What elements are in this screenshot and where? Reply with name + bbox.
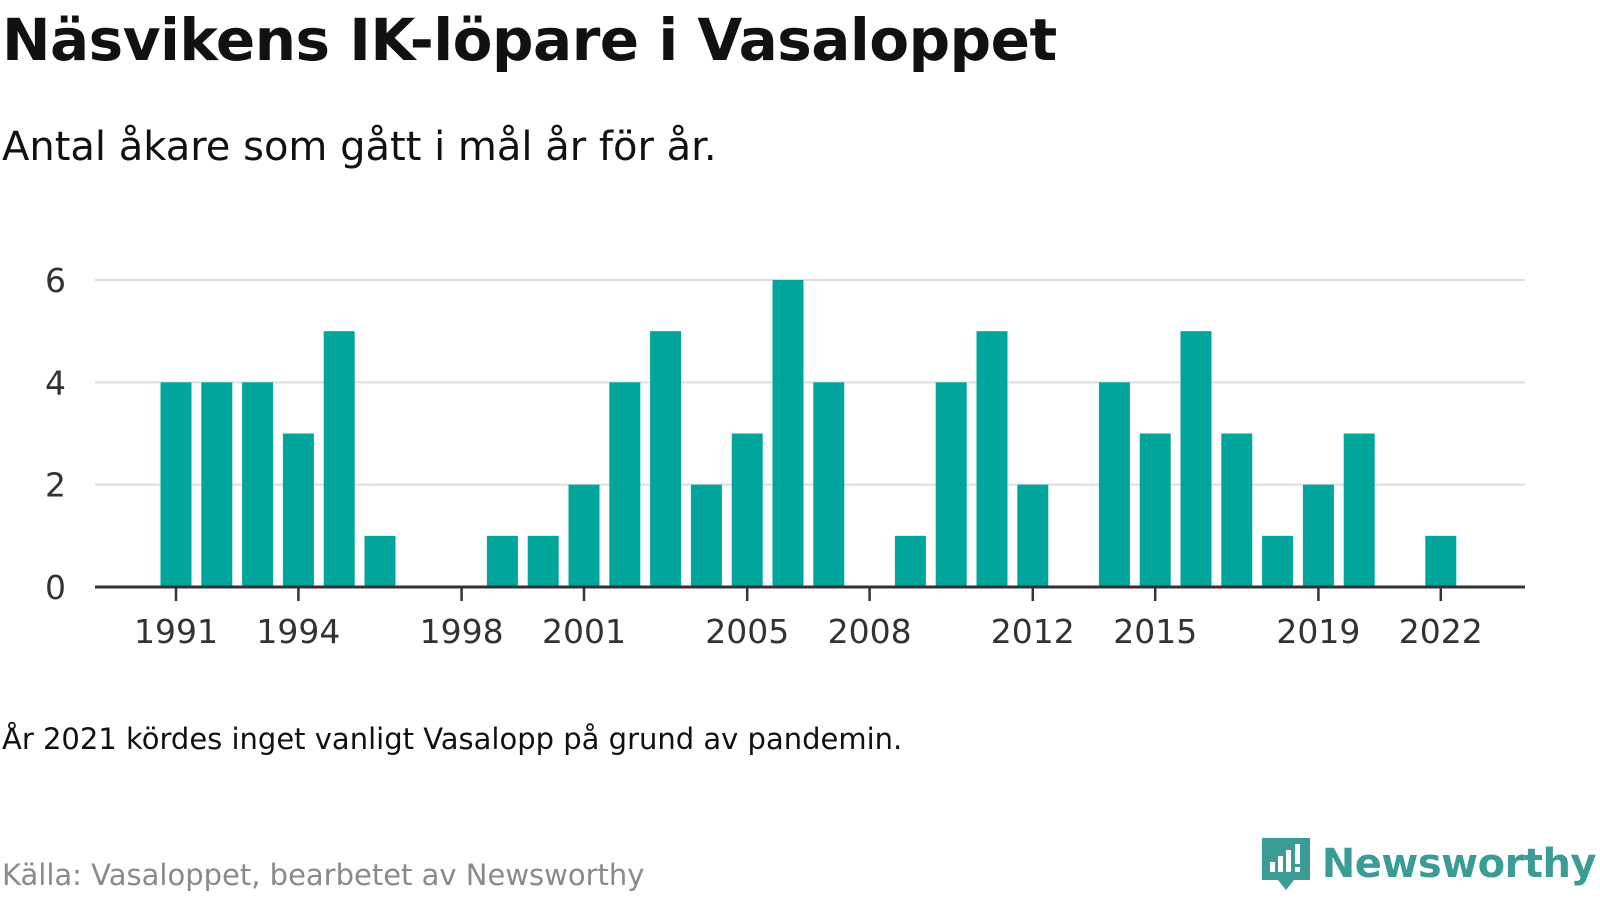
y-tick-labels: 0 2 4 6 <box>45 261 66 607</box>
bar-1994 <box>282 433 314 587</box>
x-tick-label: 2019 <box>1276 612 1360 651</box>
footnote: År 2021 kördes inget vanligt Vasalopp på… <box>2 722 903 756</box>
bar-2012 <box>1017 484 1049 587</box>
bar-2007 <box>813 382 845 587</box>
bar-2015 <box>1139 433 1171 587</box>
bar-2006 <box>772 280 804 587</box>
bar-2004 <box>690 484 722 587</box>
y-tick-label: 0 <box>45 568 66 607</box>
bar-2002 <box>609 382 641 587</box>
x-tick-label: 2015 <box>1113 612 1197 651</box>
bar-2009 <box>894 535 926 587</box>
chart-title: Näsvikens IK-löpare i Vasaloppet <box>2 6 1057 74</box>
bar-2000 <box>527 535 559 587</box>
bar-2018 <box>1262 535 1294 587</box>
bar-2014 <box>1098 382 1130 587</box>
bar-2022 <box>1425 535 1457 587</box>
y-tick-label: 6 <box>45 261 66 300</box>
bar-2010 <box>935 382 967 587</box>
bar-2001 <box>568 484 600 587</box>
x-tick-label: 1998 <box>420 612 504 651</box>
newsworthy-logo-icon <box>1261 838 1310 890</box>
bar-1992 <box>201 382 233 587</box>
x-tick-label: 1994 <box>256 612 340 651</box>
bars <box>160 280 1457 587</box>
x-tick-label: 1991 <box>134 612 218 651</box>
bar-1999 <box>486 535 518 587</box>
bar-2011 <box>976 331 1008 587</box>
x-axis <box>95 585 1525 601</box>
x-tick-label: 2001 <box>542 612 626 651</box>
bar-2005 <box>731 433 763 587</box>
brand-name: Newsworthy <box>1321 841 1597 887</box>
bar-1993 <box>242 382 274 587</box>
x-tick-label: 2022 <box>1399 612 1483 651</box>
y-tick-label: 2 <box>45 466 66 505</box>
bar-2016 <box>1180 331 1212 587</box>
x-tick-labels: 1991 1994 1998 2001 2005 2008 2012 2015 2019 2022 <box>134 612 1483 651</box>
x-tick-label: 2005 <box>705 612 789 651</box>
bar-2003 <box>650 331 682 587</box>
bar-1996 <box>364 535 396 587</box>
bar-1995 <box>323 331 355 587</box>
x-tick-label: 2012 <box>991 612 1075 651</box>
x-tick-label: 2008 <box>828 612 912 651</box>
bar-2017 <box>1221 433 1253 587</box>
source-credit: Källa: Vasaloppet, bearbetet av Newswort… <box>2 858 645 892</box>
y-tick-label: 4 <box>45 363 66 402</box>
chart-subtitle: Antal åkare som gått i mål år för år. <box>2 124 717 170</box>
bar-chart: 0 2 4 6 1991 1994 1998 2001 2005 2008 2012 2015 201… <box>45 261 1525 651</box>
bar-2020 <box>1343 433 1375 587</box>
bar-2019 <box>1302 484 1334 587</box>
bar-1991 <box>160 382 192 587</box>
brand-logo: Newsworthy <box>1260 836 1597 892</box>
